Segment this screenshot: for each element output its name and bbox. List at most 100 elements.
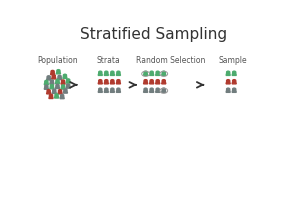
Circle shape xyxy=(226,88,230,90)
Circle shape xyxy=(56,84,59,86)
Polygon shape xyxy=(66,86,70,88)
Circle shape xyxy=(111,88,114,90)
Polygon shape xyxy=(63,76,67,78)
Circle shape xyxy=(61,85,64,87)
Polygon shape xyxy=(46,78,51,80)
Circle shape xyxy=(144,71,147,73)
Polygon shape xyxy=(226,82,230,84)
Circle shape xyxy=(61,94,64,96)
Polygon shape xyxy=(49,96,53,99)
Circle shape xyxy=(58,90,61,92)
Text: Population: Population xyxy=(37,56,78,65)
Polygon shape xyxy=(150,90,154,92)
Polygon shape xyxy=(232,73,236,75)
Polygon shape xyxy=(226,73,230,75)
Polygon shape xyxy=(110,90,114,92)
Circle shape xyxy=(156,88,159,90)
Polygon shape xyxy=(150,73,154,75)
Circle shape xyxy=(156,71,159,73)
Polygon shape xyxy=(104,73,108,75)
Polygon shape xyxy=(104,90,108,92)
Circle shape xyxy=(67,84,70,86)
Circle shape xyxy=(111,71,114,73)
Circle shape xyxy=(50,80,53,82)
Circle shape xyxy=(117,80,120,82)
Circle shape xyxy=(47,76,50,78)
Polygon shape xyxy=(110,82,114,84)
Circle shape xyxy=(162,71,165,73)
Polygon shape xyxy=(226,90,230,92)
Circle shape xyxy=(99,88,102,90)
Polygon shape xyxy=(60,97,64,99)
Polygon shape xyxy=(143,90,148,92)
Circle shape xyxy=(45,85,48,87)
Polygon shape xyxy=(232,82,236,84)
Text: Random Selection: Random Selection xyxy=(136,56,206,65)
Polygon shape xyxy=(104,82,108,84)
Polygon shape xyxy=(110,73,114,75)
Circle shape xyxy=(117,71,120,73)
Circle shape xyxy=(50,94,52,96)
Circle shape xyxy=(53,89,56,91)
Polygon shape xyxy=(56,86,60,88)
Circle shape xyxy=(99,71,102,73)
Circle shape xyxy=(162,88,165,90)
Circle shape xyxy=(56,79,59,81)
Polygon shape xyxy=(66,81,70,83)
Circle shape xyxy=(64,89,67,91)
Polygon shape xyxy=(44,83,48,85)
Circle shape xyxy=(99,80,102,82)
Text: Stratified Sampling: Stratified Sampling xyxy=(80,27,227,42)
Circle shape xyxy=(117,88,120,90)
Circle shape xyxy=(61,80,64,82)
Circle shape xyxy=(105,88,108,90)
Polygon shape xyxy=(162,90,166,92)
Circle shape xyxy=(47,90,50,92)
Circle shape xyxy=(150,88,153,90)
Polygon shape xyxy=(63,91,68,93)
Circle shape xyxy=(144,88,147,90)
Circle shape xyxy=(58,75,61,77)
Polygon shape xyxy=(52,91,56,93)
Polygon shape xyxy=(162,82,166,84)
Polygon shape xyxy=(61,82,65,84)
Circle shape xyxy=(162,80,165,82)
Circle shape xyxy=(45,80,48,82)
Polygon shape xyxy=(162,73,166,75)
Polygon shape xyxy=(98,90,102,92)
Text: Sample: Sample xyxy=(218,56,247,65)
Circle shape xyxy=(105,71,108,73)
Polygon shape xyxy=(98,82,102,84)
Polygon shape xyxy=(98,73,102,75)
Polygon shape xyxy=(143,82,148,84)
Circle shape xyxy=(156,80,159,82)
Text: Strata: Strata xyxy=(97,56,120,65)
Circle shape xyxy=(226,71,230,73)
Circle shape xyxy=(144,80,147,82)
Circle shape xyxy=(232,80,236,82)
Circle shape xyxy=(63,74,67,76)
Polygon shape xyxy=(156,73,160,75)
Polygon shape xyxy=(156,82,160,84)
Polygon shape xyxy=(116,90,121,92)
Polygon shape xyxy=(55,96,59,98)
Polygon shape xyxy=(232,90,236,92)
Polygon shape xyxy=(150,82,154,84)
Circle shape xyxy=(232,88,236,90)
Polygon shape xyxy=(58,77,62,80)
Circle shape xyxy=(57,70,60,72)
Polygon shape xyxy=(44,87,48,89)
Polygon shape xyxy=(143,73,148,75)
Polygon shape xyxy=(58,92,62,94)
Circle shape xyxy=(50,85,53,87)
Circle shape xyxy=(226,80,230,82)
Circle shape xyxy=(150,80,153,82)
Circle shape xyxy=(51,70,54,72)
Circle shape xyxy=(232,71,236,73)
Polygon shape xyxy=(50,82,54,84)
Polygon shape xyxy=(52,77,56,79)
Polygon shape xyxy=(61,87,65,89)
Polygon shape xyxy=(116,73,121,75)
Circle shape xyxy=(105,80,108,82)
Polygon shape xyxy=(56,81,60,84)
